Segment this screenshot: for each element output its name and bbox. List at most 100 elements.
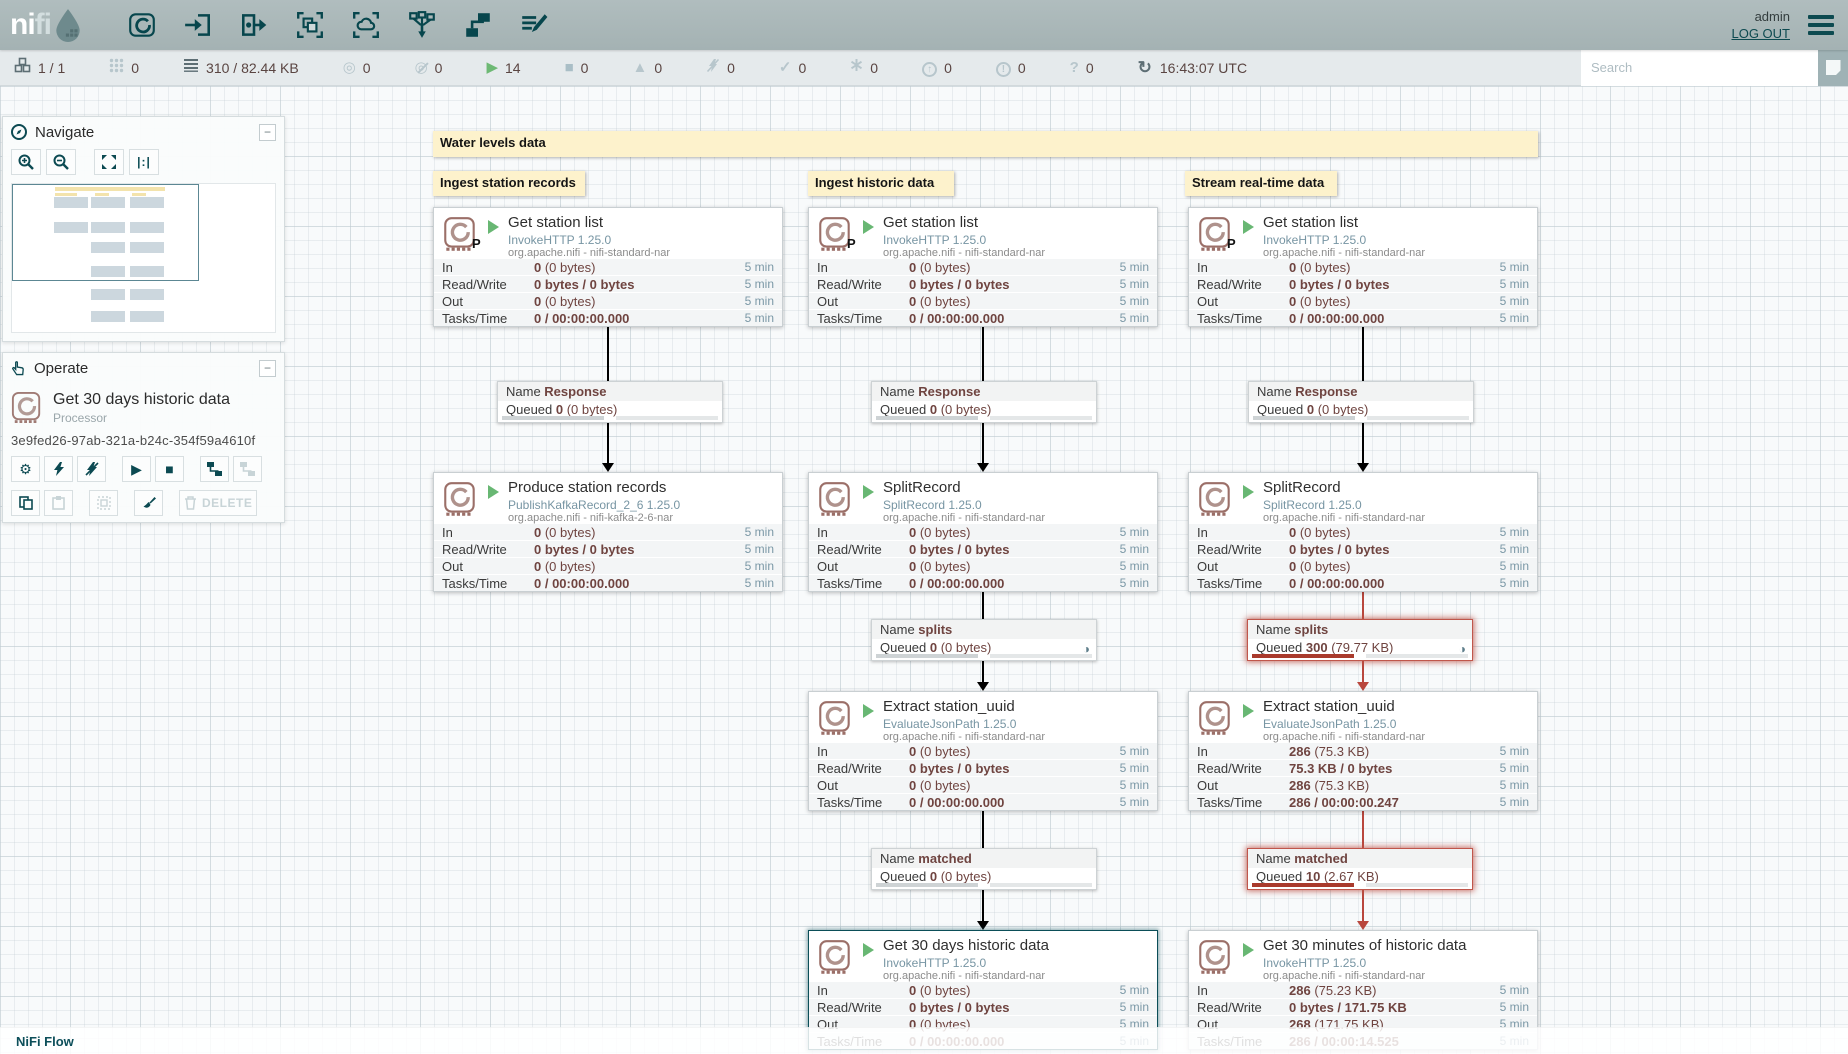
stop-button[interactable]: ■: [155, 456, 184, 482]
processor-card[interactable]: Extract station_uuid EvaluateJsonPath 1.2…: [1188, 691, 1538, 811]
revert-flow-version-button[interactable]: [233, 456, 262, 482]
connection-queued: Queued 10 (2.67 KB): [1248, 868, 1472, 889]
start-button[interactable]: ▶: [122, 456, 151, 482]
output-port-toolbar-icon[interactable]: [237, 7, 271, 43]
connection-line[interactable]: [982, 590, 984, 619]
enable-button[interactable]: [44, 456, 73, 482]
remote-process-group-toolbar-icon[interactable]: [349, 7, 383, 43]
status-running: ▶ 14: [486, 59, 520, 77]
connection-label[interactable]: Name Response Queued 0 (0 bytes): [871, 381, 1097, 423]
processor-card[interactable]: P Get station list InvokeHTTP 1.25.0 org.ap…: [808, 207, 1158, 327]
status-modified-stale: ! 0: [995, 59, 1026, 77]
disable-button[interactable]: [77, 456, 106, 482]
primary-node-badge: P: [847, 236, 856, 251]
processor-stamp-icon: [11, 391, 41, 423]
label-toolbar-icon[interactable]: [517, 7, 551, 43]
sync-failure-icon: ?: [1069, 58, 1079, 76]
change-color-button[interactable]: [134, 490, 163, 516]
flow-canvas[interactable]: Navigate − |:| Operate −: [0, 86, 1848, 1054]
connection-line[interactable]: [982, 886, 984, 922]
connection-line[interactable]: [1362, 325, 1364, 381]
zoom-actual-size-button[interactable]: |:|: [129, 149, 159, 175]
zoom-fit-button[interactable]: [94, 149, 124, 175]
processor-bundle: org.apache.nifi - nifi-standard-nar: [883, 512, 1046, 524]
connection-line[interactable]: [607, 419, 609, 464]
connection-line[interactable]: [982, 419, 984, 464]
processor-stat-row: Read/Write 0 bytes / 0 bytes 5 min: [809, 275, 1157, 292]
copy-button[interactable]: [11, 490, 40, 516]
processor-card[interactable]: Extract station_uuid EvaluateJsonPath 1.2…: [808, 691, 1158, 811]
connection-label[interactable]: Name splits Queued 300 (79.77 KB) ◑: [1247, 619, 1473, 661]
connection-line[interactable]: [982, 325, 984, 381]
processor-stat-row: Read/Write 75.3 KB / 0 bytes 5 min: [1189, 759, 1537, 776]
status-disabled: 0: [706, 58, 735, 78]
input-port-toolbar-icon[interactable]: [181, 7, 215, 43]
process-group-toolbar-icon[interactable]: [293, 7, 327, 43]
template-toolbar-icon[interactable]: [461, 7, 495, 43]
connection-queued: Queued 0 (0 bytes): [1249, 401, 1473, 422]
navigate-panel: Navigate − |:|: [2, 116, 285, 342]
column-label[interactable]: Ingest historic data: [808, 171, 954, 196]
invalid-icon: ▲: [632, 58, 648, 76]
minimap-viewport[interactable]: [12, 184, 199, 281]
connection-label[interactable]: Name splits Queued 0 (0 bytes) ◑: [871, 619, 1097, 661]
connection-line[interactable]: [1362, 419, 1364, 464]
bulletin-board-icon[interactable]: [1818, 49, 1848, 86]
breadcrumb-root[interactable]: NiFi Flow: [16, 1033, 74, 1049]
global-menu-icon[interactable]: [1804, 11, 1838, 39]
connection-line[interactable]: [1362, 590, 1364, 619]
delete-button-label: DELETE: [202, 496, 253, 510]
birdseye-minimap[interactable]: [11, 183, 276, 333]
processor-card[interactable]: P Get station list InvokeHTTP 1.25.0 org.ap…: [433, 207, 783, 327]
processor-card[interactable]: SplitRecord SplitRecord 1.25.0 org.apache.…: [808, 472, 1158, 592]
processor-name: Get station list: [1263, 214, 1359, 231]
connection-label[interactable]: Name Response Queued 0 (0 bytes): [497, 381, 723, 423]
processor-card[interactable]: P Get station list InvokeHTTP 1.25.0 org.ap…: [1188, 207, 1538, 327]
configuration-button[interactable]: ⚙: [11, 456, 40, 482]
processor-stat-row: Out 286 (75.3 KB) 5 min: [1189, 776, 1537, 793]
processor-card[interactable]: SplitRecord SplitRecord 1.25.0 org.apache.…: [1188, 472, 1538, 592]
processor-toolbar-icon[interactable]: [125, 7, 159, 43]
primary-node-badge: P: [472, 236, 481, 251]
paste-button[interactable]: [44, 490, 73, 516]
navigate-collapse-button[interactable]: −: [259, 123, 276, 141]
logout-link[interactable]: LOG OUT: [1731, 26, 1790, 41]
funnel-toolbar-icon[interactable]: [405, 7, 439, 43]
connection-line[interactable]: [1362, 809, 1364, 848]
connection-name: Name splits: [872, 620, 1096, 639]
operate-title: Operate: [34, 359, 89, 377]
percent-full-icon: ◑: [1458, 642, 1466, 656]
connection-queued: Queued 0 (0 bytes): [872, 868, 1096, 889]
processor-name: Get 30 minutes of historic data: [1263, 937, 1467, 954]
connection-label[interactable]: Name matched Queued 0 (0 bytes): [871, 848, 1097, 890]
column-label[interactable]: Stream real-time data: [1185, 171, 1337, 196]
delete-button[interactable]: DELETE: [179, 490, 258, 516]
processor-type: SplitRecord 1.25.0: [1263, 498, 1362, 512]
connection-line[interactable]: [1362, 886, 1364, 922]
processor-bundle: org.apache.nifi - nifi-standard-nar: [1263, 512, 1426, 524]
connection-label[interactable]: Name Response Queued 0 (0 bytes): [1248, 381, 1474, 423]
connection-queued: Queued 0 (0 bytes): [498, 401, 722, 422]
connection-line[interactable]: [1362, 657, 1364, 683]
status-not-transmitting: ◎ 0: [415, 59, 443, 77]
component-toolbar: [125, 7, 551, 43]
processor-card[interactable]: Produce station records PublishKafkaRecor…: [433, 472, 783, 592]
status-invalid: ▲ 0: [632, 59, 662, 77]
group-button[interactable]: [89, 490, 118, 516]
column-label[interactable]: Ingest station records: [433, 171, 585, 196]
running-state-icon: [863, 704, 874, 718]
zoom-out-button[interactable]: [46, 149, 76, 175]
processor-stat-row: Read/Write 0 bytes / 0 bytes 5 min: [1189, 540, 1537, 557]
zoom-in-button[interactable]: [11, 149, 41, 175]
connection-line[interactable]: [982, 657, 984, 683]
search-input[interactable]: [1581, 49, 1818, 86]
connection-line[interactable]: [607, 325, 609, 381]
save-flow-version-button[interactable]: [200, 456, 229, 482]
minimap-component-mark: [91, 222, 125, 233]
connection-line[interactable]: [982, 809, 984, 848]
processor-stat-row: Out 0 (0 bytes) 5 min: [809, 776, 1157, 793]
connection-label[interactable]: Name matched Queued 10 (2.67 KB): [1247, 848, 1473, 890]
operate-collapse-button[interactable]: −: [259, 359, 276, 377]
group-label[interactable]: Water levels data: [433, 131, 1538, 157]
